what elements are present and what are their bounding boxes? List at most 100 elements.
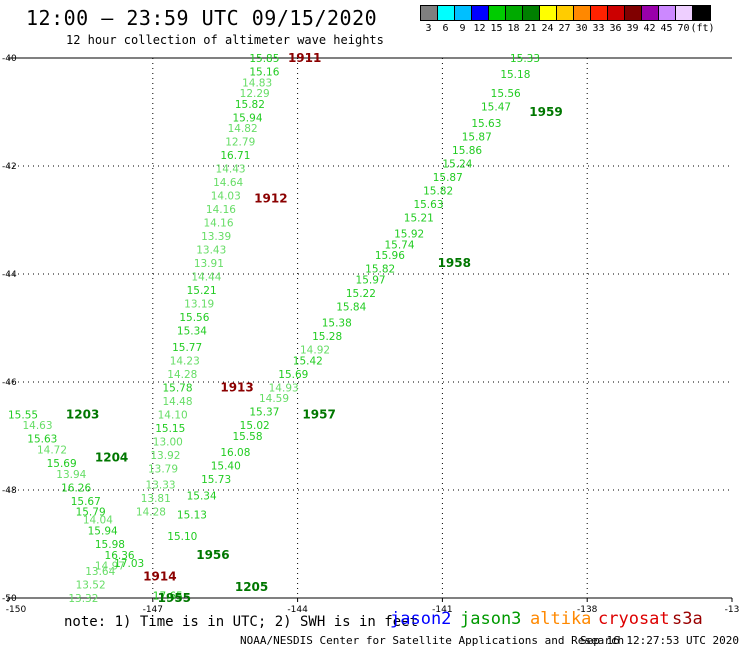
x-tick-label: -144 xyxy=(287,605,308,615)
track-time-label: 1911 xyxy=(288,51,321,65)
x-tick-label: -150 xyxy=(6,605,27,615)
swh-value: 15.79 xyxy=(76,507,106,519)
swh-value: 15.86 xyxy=(452,145,482,157)
color-swatch xyxy=(574,6,591,20)
track-time-label: 1957 xyxy=(302,407,335,421)
swh-value: 14.43 xyxy=(216,164,246,176)
swh-value: 16.71 xyxy=(220,150,250,162)
swh-value: 14.72 xyxy=(37,445,67,457)
color-scale-label: 6 xyxy=(442,23,449,34)
swh-value: 17.03 xyxy=(114,558,144,570)
color-swatch xyxy=(540,6,557,20)
swh-value: 14.04 xyxy=(83,515,113,527)
swh-value: 14.63 xyxy=(22,420,52,432)
color-swatch xyxy=(523,6,540,20)
swh-value: 15.63 xyxy=(413,199,443,211)
color-scale-label: 27 xyxy=(558,23,571,34)
swh-value: 15.63 xyxy=(27,434,57,446)
swh-value: 14.83 xyxy=(242,77,272,89)
swh-value: 15.92 xyxy=(394,229,424,241)
swh-value: 15.37 xyxy=(249,407,279,419)
swh-value: 13.00 xyxy=(153,436,183,448)
swh-value: 15.97 xyxy=(356,274,386,286)
track-time-label: 1912 xyxy=(254,191,287,205)
color-scale-label: 45 xyxy=(660,23,673,34)
swh-value: 15.82 xyxy=(365,264,395,276)
track-time-label: 1955 xyxy=(158,591,191,605)
color-scale-label: 36 xyxy=(609,23,622,34)
swh-value: 14.97 xyxy=(95,561,125,573)
swh-value: 16.36 xyxy=(105,550,135,562)
swh-value: 14.28 xyxy=(167,369,197,381)
swh-value: 14.23 xyxy=(170,355,200,367)
swh-value: 13.52 xyxy=(76,580,106,592)
color-swatch xyxy=(455,6,472,20)
swh-value: 15.94 xyxy=(232,112,262,124)
swh-value: 15.87 xyxy=(462,131,492,143)
swh-value: 15.69 xyxy=(278,369,308,381)
swh-value: 13.94 xyxy=(56,469,86,481)
swh-value: 14.59 xyxy=(259,393,289,405)
color-swatch xyxy=(438,6,455,20)
swh-value: 14.16 xyxy=(206,204,236,216)
color-scale-legend: 3 6 9 12 15 18 21 24 27 30 33 36 39 42 45 70 (ft) xyxy=(420,5,715,35)
swh-value: 15.11 xyxy=(90,631,120,643)
track-time-label: 1913 xyxy=(220,380,253,394)
swh-value: 15.21 xyxy=(187,285,217,297)
color-scale-label: 12 xyxy=(473,23,486,34)
swh-value: 12.29 xyxy=(240,88,270,100)
swh-value: 15.69 xyxy=(47,458,77,470)
swh-value: 15.21 xyxy=(404,212,434,224)
swh-value: 13.19 xyxy=(184,299,214,311)
swh-value: 14.03 xyxy=(211,191,241,203)
footer-note: note: 1) Time is in UTC; 2) SWH is in fe… xyxy=(64,614,419,630)
color-scale-label: (ft) xyxy=(690,23,715,34)
swh-value: 15.63 xyxy=(471,118,501,130)
satellite-jason2: jason2 xyxy=(390,609,452,629)
color-scale-label: 9 xyxy=(459,23,466,34)
swh-value: 15.18 xyxy=(500,69,530,81)
track-time-label: 1959 xyxy=(529,105,562,119)
satellite-altika: altika xyxy=(530,609,592,629)
credit-line: NOAA/NESDIS Center for Satellite Applica… xyxy=(240,634,625,647)
swh-value: 15.40 xyxy=(211,461,241,473)
y-tick-label: -48 xyxy=(2,486,17,496)
color-swatch xyxy=(676,6,693,20)
swh-value: 15.22 xyxy=(346,288,376,300)
swh-value: 15.84 xyxy=(336,301,366,313)
color-scale-label: 21 xyxy=(524,23,537,34)
swh-value: 15.58 xyxy=(232,431,262,443)
swh-value: 15.47 xyxy=(481,102,511,114)
swh-value: 14.16 xyxy=(203,218,233,230)
swh-value: 13.33 xyxy=(146,480,176,492)
swh-value: 13.64 xyxy=(85,566,115,578)
track-time-label: 1204 xyxy=(95,451,128,465)
swh-value: 17.65 xyxy=(153,590,183,602)
swh-value: 15.55 xyxy=(8,409,38,421)
swh-value: 13.79 xyxy=(148,463,178,475)
color-scale-label: 70 xyxy=(677,23,690,34)
swh-value: 15.16 xyxy=(249,67,279,79)
color-swatch xyxy=(489,6,506,20)
swh-value: 15.82 xyxy=(423,185,453,197)
swh-value: 15.82 xyxy=(235,99,265,111)
swh-value: 13.39 xyxy=(201,231,231,243)
swh-value: 13.91 xyxy=(194,258,224,270)
swh-value: 14.44 xyxy=(191,272,221,284)
track-time-label: 1956 xyxy=(196,548,229,562)
swh-value: 13.92 xyxy=(150,450,180,462)
color-swatch xyxy=(625,6,642,20)
swh-value: 14.93 xyxy=(269,382,299,394)
swh-value: 15.74 xyxy=(384,239,414,251)
color-swatch xyxy=(421,6,438,20)
color-scale-labels: 3 6 9 12 15 18 21 24 27 30 33 36 39 42 45 70 (ft) xyxy=(420,21,715,35)
x-tick-label: -147 xyxy=(143,605,163,615)
chart-subtitle: 12 hour collection of altimeter wave hei… xyxy=(66,33,384,47)
swh-value: 15.98 xyxy=(95,539,125,551)
swh-value: 15.87 xyxy=(433,172,463,184)
swh-value: 15.28 xyxy=(312,331,342,343)
color-scale-label: 39 xyxy=(626,23,639,34)
color-swatch xyxy=(608,6,625,20)
swh-value: 15.34 xyxy=(177,326,207,338)
swh-value: 15.94 xyxy=(88,526,118,538)
